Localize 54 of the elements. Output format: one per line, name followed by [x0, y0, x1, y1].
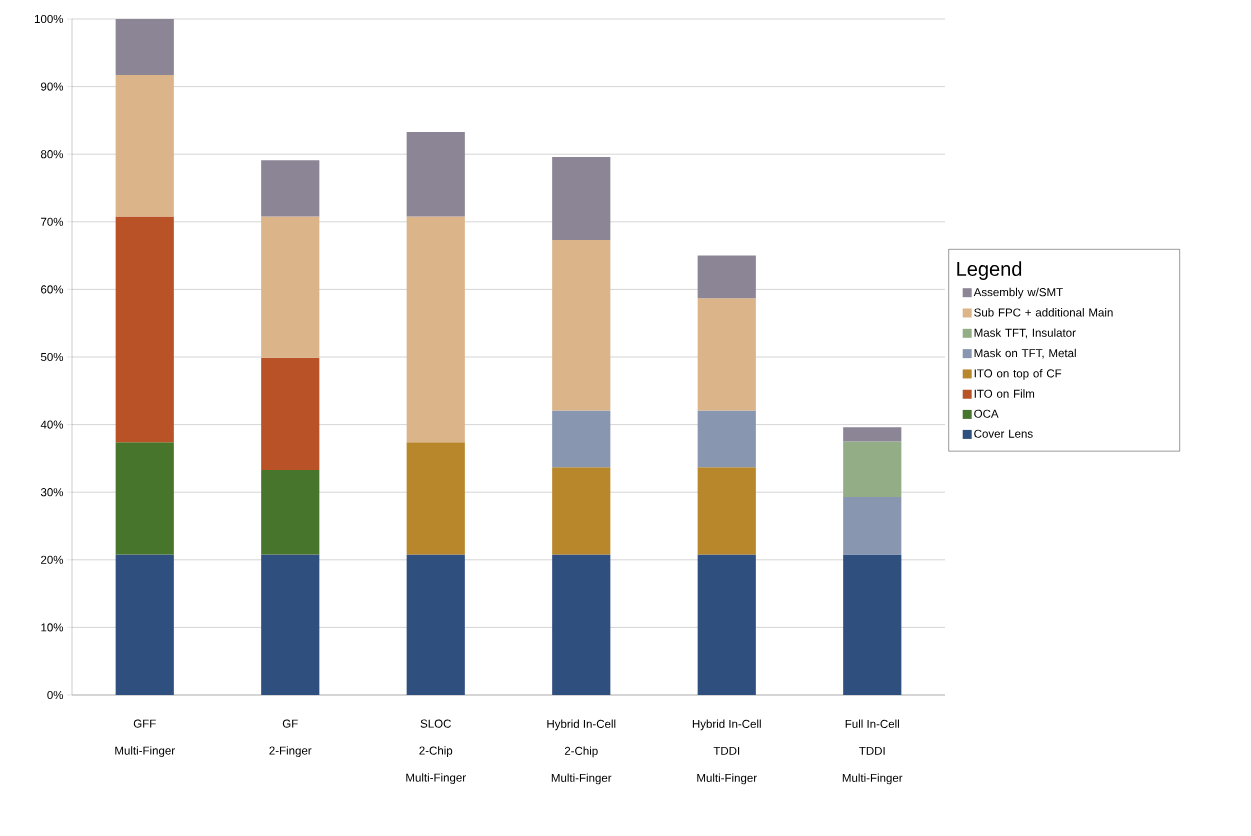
legend-label: Cover Lens: [974, 429, 1033, 438]
bar: [115, 216, 174, 443]
y-tick-label: 90%: [41, 82, 64, 91]
y-tick-label: 50%: [40, 352, 64, 362]
bar: [406, 131, 465, 217]
bar: [552, 467, 611, 555]
y-tick-label: 0%: [47, 690, 64, 700]
bar: [261, 160, 320, 217]
bar: [697, 554, 756, 695]
category-label: GF 2-Finger: [269, 719, 312, 757]
y-tick-label: 70%: [41, 217, 64, 226]
bar: [552, 554, 611, 695]
bar: [843, 554, 902, 695]
bar: [261, 216, 320, 358]
y-tick-label: 20%: [41, 555, 64, 564]
bar: [406, 442, 465, 555]
bar: [115, 554, 174, 695]
category-label: Hybrid In-Cell TDDI Multi-Finger: [692, 719, 761, 785]
bar: [115, 442, 174, 555]
bar: [552, 156, 611, 241]
y-tick-label: 10%: [41, 623, 64, 632]
bar: [697, 467, 756, 555]
bar: [261, 357, 320, 470]
legend-label: Assembly w/SMT: [973, 287, 1063, 299]
bar: [115, 75, 174, 217]
bar: [697, 410, 756, 468]
legend-title: Legend: [957, 261, 1022, 280]
y-tick-label: 60%: [41, 285, 64, 294]
bar: [406, 216, 465, 443]
bar: [697, 298, 756, 411]
bar: [552, 410, 611, 468]
category-label: Hybrid In-Cell 2-Chip Multi-Finger: [547, 719, 616, 785]
bar: [261, 469, 320, 555]
bar: [552, 240, 611, 411]
category-label: GFF Multi-Finger: [115, 719, 175, 757]
y-tick-label: 40%: [40, 420, 64, 429]
legend-label: Mask on TFT, Metal: [974, 348, 1076, 359]
bar: [843, 441, 902, 497]
y-tick-label: 100%: [34, 14, 64, 24]
legend-label: Mask TFT, Insulator: [974, 328, 1076, 339]
bar: [261, 554, 320, 695]
legend-label: ITO on top of CF: [974, 369, 1062, 380]
y-tick-label: 30%: [40, 488, 64, 497]
bar: [115, 18, 174, 76]
legend-label: Sub FPC + additional Main: [974, 308, 1113, 317]
bar: [406, 554, 465, 695]
legend-label: OCA: [974, 409, 999, 418]
bar: [843, 496, 902, 555]
category-label: Full In-Cell TDDI Multi-Finger: [842, 719, 903, 785]
legend-label: ITO on Film: [974, 389, 1035, 398]
y-tick-label: 80%: [40, 150, 64, 159]
bar: [697, 255, 756, 299]
bar: [843, 427, 902, 442]
category-label: SLOC 2-Chip Multi-Finger: [406, 719, 466, 784]
